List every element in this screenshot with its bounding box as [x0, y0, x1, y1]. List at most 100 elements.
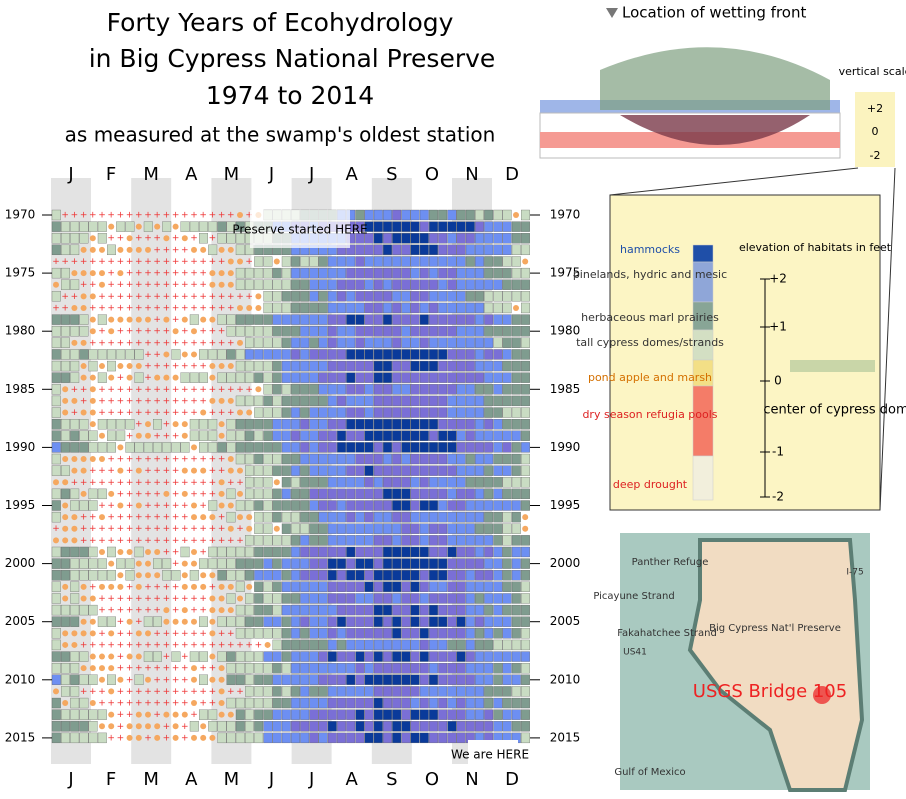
cell [318, 663, 328, 674]
cell: + [153, 362, 161, 372]
cell [511, 674, 521, 685]
cell: + [163, 269, 171, 279]
cell [291, 453, 300, 465]
cell: + [144, 524, 152, 534]
cell: + [163, 722, 171, 732]
cell [346, 651, 356, 662]
cell: + [163, 420, 171, 430]
cell [484, 256, 494, 267]
cell [163, 351, 170, 358]
cell [237, 467, 243, 474]
cell [392, 291, 402, 302]
cell [447, 663, 457, 674]
cell [383, 732, 392, 744]
cell [281, 279, 291, 290]
cell [429, 349, 438, 360]
cell: + [218, 303, 226, 313]
cell [61, 349, 70, 360]
cell [447, 488, 457, 500]
cell [61, 709, 70, 720]
cell: + [172, 408, 180, 418]
cell [217, 372, 227, 383]
cell [300, 593, 310, 604]
cell: + [98, 699, 106, 709]
cell [108, 688, 115, 695]
cell [456, 244, 466, 256]
cell [355, 372, 365, 383]
cell [218, 711, 225, 718]
cell [254, 372, 264, 383]
cell: + [117, 606, 125, 616]
cell [364, 407, 374, 418]
month-label: M [224, 769, 240, 790]
cell [373, 267, 383, 279]
cell [300, 500, 310, 511]
cell [62, 409, 69, 416]
cell [255, 293, 262, 300]
cell: + [135, 257, 143, 267]
cell [245, 604, 254, 616]
cell [373, 523, 383, 534]
cell [89, 595, 96, 602]
cell [80, 467, 87, 474]
cell [521, 674, 530, 685]
cell [401, 593, 411, 604]
cell [429, 244, 438, 256]
cell [191, 514, 197, 521]
cell [217, 233, 227, 244]
cell [429, 570, 438, 581]
cell [117, 444, 124, 451]
cell [300, 604, 310, 616]
cell [465, 535, 475, 546]
cell [327, 337, 337, 348]
cell [465, 442, 475, 453]
cell [300, 279, 310, 290]
cell: + [144, 699, 152, 709]
cell [309, 372, 319, 383]
cell [383, 581, 392, 592]
cell [337, 453, 346, 465]
cell: + [107, 501, 115, 511]
cell [263, 697, 273, 709]
cell: + [190, 385, 198, 395]
cell [309, 663, 319, 674]
cell [70, 326, 80, 337]
cell [254, 697, 264, 709]
cell: + [199, 455, 207, 465]
cell [61, 221, 70, 232]
cell [208, 430, 218, 441]
cell [134, 349, 144, 360]
cell [475, 302, 484, 314]
cell [438, 442, 448, 453]
cell [143, 442, 153, 453]
cell [475, 558, 484, 569]
cell [51, 244, 61, 256]
cell [438, 616, 448, 627]
cell [373, 709, 383, 720]
cell [355, 732, 365, 744]
cell [318, 326, 328, 337]
cell [245, 244, 254, 256]
cell [300, 570, 310, 581]
title-line: Forty Years of Ecohydrology [107, 8, 454, 37]
cell [419, 477, 429, 488]
cell [383, 593, 392, 604]
cell: + [107, 269, 115, 279]
cell: + [117, 373, 125, 383]
cell [502, 302, 512, 314]
cell [263, 721, 273, 732]
cell [61, 267, 70, 279]
cell [272, 570, 282, 581]
cell [438, 267, 448, 279]
cell [235, 663, 245, 674]
cell [493, 511, 503, 523]
cell [502, 419, 512, 430]
cell: + [172, 513, 180, 523]
cell [80, 304, 87, 311]
cell [145, 711, 151, 718]
map-label: US41 [623, 648, 647, 658]
cell: + [126, 710, 134, 720]
cell [135, 630, 142, 637]
cell [300, 419, 310, 430]
cell [493, 651, 503, 662]
